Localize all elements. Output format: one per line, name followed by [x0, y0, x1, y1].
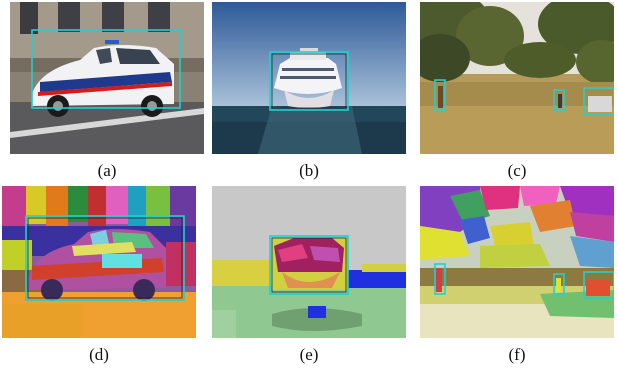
- panel-d-segmentation: [2, 186, 196, 338]
- field-segmentation: [420, 186, 614, 338]
- caption-d: (d): [89, 345, 109, 364]
- field-photo: [420, 2, 614, 154]
- caption-a: (a): [97, 161, 117, 180]
- panel-e-segmentation: [212, 186, 406, 338]
- caption-e: (e): [299, 345, 319, 364]
- panel-b-photo: [212, 2, 406, 154]
- ship-segmentation: [212, 186, 406, 338]
- police-car-photo: POLICE: [10, 2, 204, 154]
- car-police-text: POLICE: [126, 75, 156, 84]
- panel-a-photo: POLICE: [10, 2, 204, 154]
- cruise-ship-photo: [212, 2, 406, 154]
- caption-b: (b): [299, 161, 319, 180]
- caption-f: (f): [508, 345, 526, 364]
- panel-c-photo: [420, 2, 614, 154]
- panel-f-segmentation: [420, 186, 614, 338]
- caption-c: (c): [507, 161, 527, 180]
- car-segmentation: [2, 186, 196, 338]
